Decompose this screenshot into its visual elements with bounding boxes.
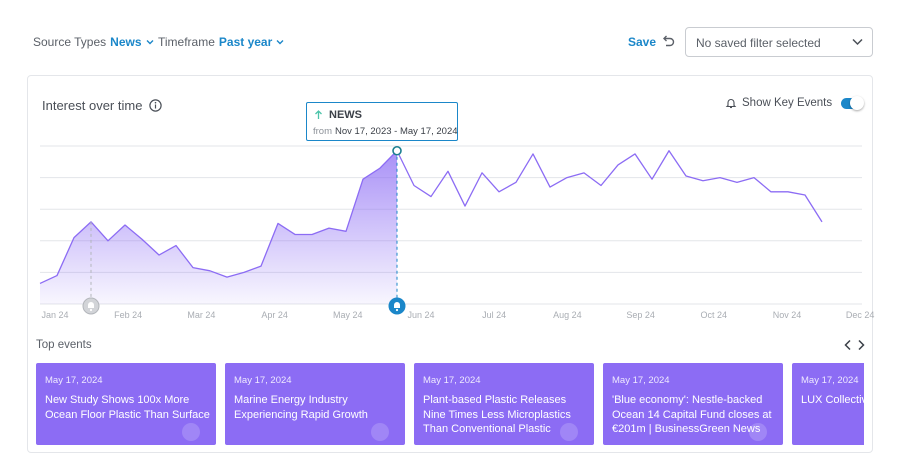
area-fill — [40, 150, 397, 304]
interest-chart: Jan 24 Feb 24 Mar 24 Apr 24 May 24 Jun 24 Jul … — [39, 145, 875, 320]
event-card[interactable]: May 17, 2024 Marine Energy Industry Expe… — [225, 363, 405, 445]
x-tick-label: May 24 — [333, 310, 363, 320]
chevron-down-icon — [276, 40, 284, 45]
x-tick-label: Dec 24 — [846, 310, 875, 320]
show-key-events-label: Show Key Events — [742, 97, 833, 109]
event-card[interactable]: May 17, 2024 LUX Collective resort in Ma — [792, 363, 864, 445]
saved-filter-placeholder: No saved filter selected — [696, 36, 821, 50]
event-card[interactable]: May 17, 2024 Plant-based Plastic Release… — [414, 363, 594, 445]
event-title: New Study Shows 100x More Ocean Floor Pl… — [45, 394, 210, 421]
tooltip-date-range: from Nov 17, 2023 - May 17, 2024 — [313, 126, 458, 137]
x-tick-label: Oct 24 — [701, 310, 728, 320]
tooltip-range-text: Nov 17, 2023 - May 17, 2024 — [335, 126, 458, 137]
x-tick-label: Aug 24 — [553, 310, 582, 320]
show-key-events-toggle[interactable] — [841, 95, 865, 110]
chevron-right-icon[interactable] — [856, 339, 866, 351]
chevron-left-icon[interactable] — [843, 339, 853, 351]
event-date: May 17, 2024 — [801, 375, 859, 386]
event-date: May 17, 2024 — [612, 375, 670, 386]
event-bell-icon — [182, 423, 200, 441]
show-key-events-control: Show Key Events — [725, 95, 865, 110]
x-tick-label: Mar 24 — [187, 310, 215, 320]
timeframe-filter[interactable]: Timeframe Past year — [158, 35, 284, 49]
bell-icon — [725, 99, 737, 109]
timeframe-label: Timeframe — [158, 35, 215, 49]
event-date: May 17, 2024 — [45, 375, 103, 386]
top-events-list: May 17, 2024 New Study Shows 100x More O… — [36, 363, 864, 445]
highlighted-point — [392, 145, 402, 156]
save-button[interactable]: Save — [628, 35, 657, 49]
bell-clapper — [395, 308, 399, 312]
chart-tooltip: NEWS from Nov 17, 2023 - May 17, 2024 — [306, 102, 458, 141]
top-events-title: Top events — [36, 339, 92, 351]
event-title: Plant-based Plastic Releases Nine Times … — [423, 394, 571, 435]
source-types-value: News — [110, 35, 142, 49]
tooltip-series-name: NEWS — [329, 109, 362, 121]
source-types-label: Source Types — [33, 35, 107, 49]
arrow-up-icon — [315, 110, 322, 119]
source-types-filter[interactable]: Source Types News — [33, 35, 154, 49]
x-tick-label: Jul 24 — [482, 310, 506, 320]
x-tick-label: Apr 24 — [261, 310, 288, 320]
timeframe-value: Past year — [218, 35, 273, 49]
event-date: May 17, 2024 — [234, 375, 292, 386]
chevron-down-icon — [852, 38, 863, 46]
tooltip-from-label: from — [313, 126, 332, 137]
info-icon[interactable] — [149, 99, 163, 112]
filter-bar: Source Types News Timeframe Past year Sa… — [0, 0, 900, 76]
event-title: Marine Energy Industry Experiencing Rapi… — [234, 394, 368, 421]
event-card[interactable]: May 17, 2024 'Blue economy': Nestle-back… — [603, 363, 783, 445]
event-bell-icon — [371, 423, 389, 441]
bell-icon — [394, 302, 400, 308]
event-bell-icon — [749, 423, 767, 441]
card-title: Interest over time — [42, 98, 163, 113]
x-tick-label: Feb 24 — [114, 310, 142, 320]
x-tick-label: Nov 24 — [773, 310, 802, 320]
series-line — [39, 150, 823, 285]
event-card[interactable]: May 17, 2024 New Study Shows 100x More O… — [36, 363, 216, 445]
bell-clapper — [89, 308, 93, 312]
card-title-text: Interest over time — [42, 98, 143, 113]
event-title: LUX Collective resort in Ma — [801, 394, 864, 406]
saved-filter-select[interactable]: No saved filter selected — [685, 27, 873, 57]
undo-icon[interactable] — [660, 33, 676, 49]
bell-icon — [88, 302, 94, 308]
event-date: May 17, 2024 — [423, 375, 481, 386]
x-tick-label: Jan 24 — [41, 310, 68, 320]
x-tick-label: Sep 24 — [626, 310, 655, 320]
event-title: 'Blue economy': Nestle-backed Ocean 14 C… — [612, 394, 772, 435]
chevron-down-icon — [146, 40, 154, 45]
event-bell-icon — [560, 423, 578, 441]
x-tick-label: Jun 24 — [407, 310, 434, 320]
